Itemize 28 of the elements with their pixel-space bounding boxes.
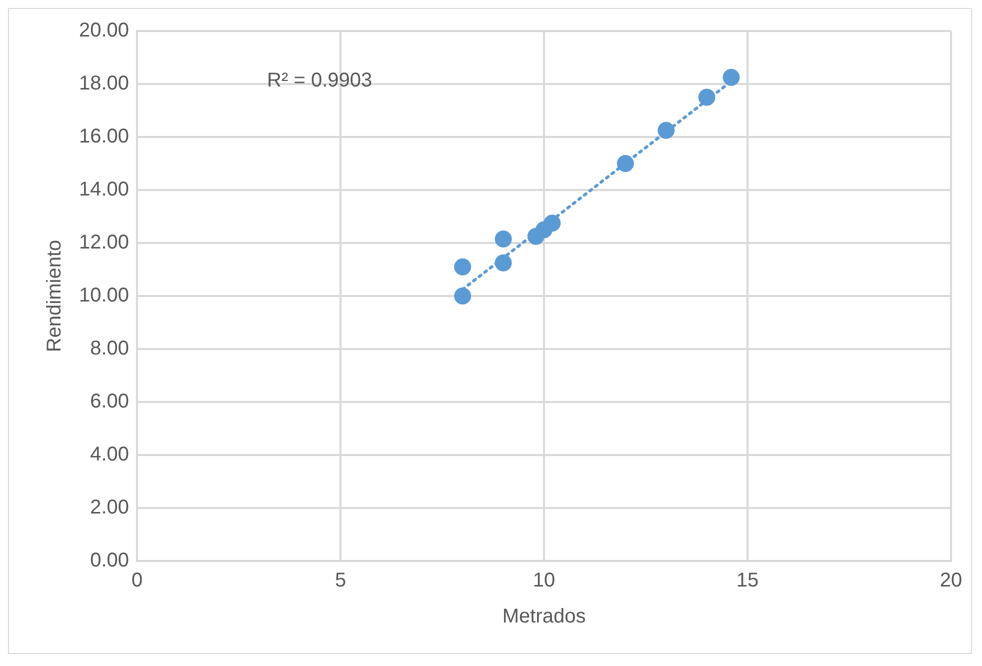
point — [454, 258, 472, 276]
point — [658, 122, 675, 139]
point — [616, 155, 634, 172]
y-tick-label: 4.00 — [90, 444, 130, 466]
point — [494, 230, 512, 248]
y-tick-label: 18.00 — [78, 72, 130, 95]
y-tick-label: 20.00 — [78, 20, 130, 42]
x-tick-label: 10 — [532, 570, 556, 592]
x-tick-label: 20 — [940, 570, 962, 592]
y-tick-label: 2.00 — [90, 496, 130, 519]
y-tick-label: 8.00 — [90, 338, 130, 360]
x-tick-label: 15 — [736, 570, 759, 592]
x-tick-label: 0 — [131, 570, 143, 592]
y-axis-title: Rendimiento — [44, 240, 66, 352]
x-tick-label: 5 — [334, 570, 346, 592]
point — [544, 214, 561, 232]
point — [494, 254, 512, 272]
point — [722, 68, 740, 86]
point — [454, 288, 472, 304]
y-tick-label: 14.00 — [78, 178, 130, 201]
x-axis-title: Metrados — [502, 606, 586, 628]
y-tick-label: 0.00 — [90, 550, 130, 572]
y-tick-label: 16.00 — [78, 126, 130, 148]
y-tick-label: 12.00 — [78, 232, 130, 254]
y-tick-label: 10.00 — [78, 284, 130, 307]
point — [698, 88, 716, 106]
y-tick-label: 6.00 — [90, 390, 130, 413]
annotation: R² = 0.9903 — [267, 70, 372, 92]
